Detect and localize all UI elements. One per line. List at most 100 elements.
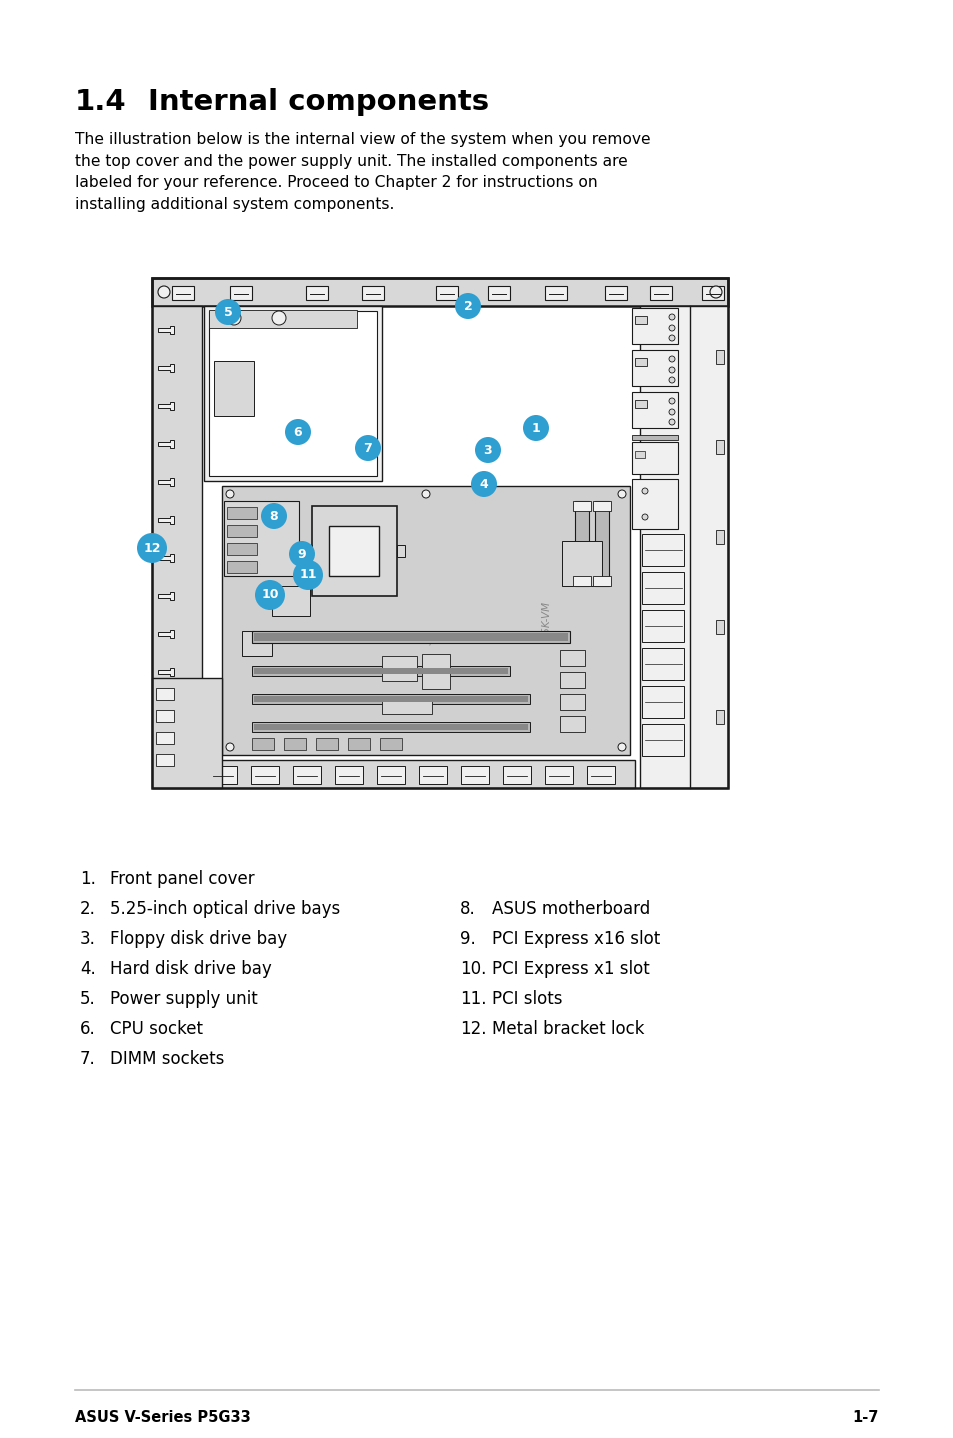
Text: Floppy disk drive bay: Floppy disk drive bay xyxy=(110,930,287,948)
Text: 1-7: 1-7 xyxy=(852,1411,878,1425)
Polygon shape xyxy=(158,706,173,715)
Circle shape xyxy=(355,436,380,462)
Circle shape xyxy=(668,357,675,362)
Bar xyxy=(152,677,222,788)
Text: 6.: 6. xyxy=(80,1020,95,1038)
Text: Internal components: Internal components xyxy=(148,88,489,116)
Text: PCI slots: PCI slots xyxy=(492,989,562,1008)
Bar xyxy=(312,506,396,595)
Bar xyxy=(631,308,678,344)
Circle shape xyxy=(226,743,233,751)
Text: CPU socket: CPU socket xyxy=(110,1020,203,1038)
Bar xyxy=(631,479,678,529)
Circle shape xyxy=(261,503,287,529)
Circle shape xyxy=(641,487,647,495)
Bar xyxy=(152,278,727,788)
Text: Hard disk drive bay: Hard disk drive bay xyxy=(110,961,272,978)
Text: 8.: 8. xyxy=(459,900,476,917)
Bar xyxy=(202,761,635,788)
Polygon shape xyxy=(158,592,173,600)
Polygon shape xyxy=(158,516,173,523)
Bar xyxy=(460,766,489,784)
Bar xyxy=(348,738,370,751)
Bar xyxy=(156,754,173,766)
Bar xyxy=(436,286,457,301)
Circle shape xyxy=(668,325,675,331)
Text: 9: 9 xyxy=(297,548,306,561)
Text: 11.: 11. xyxy=(459,989,486,1008)
Bar xyxy=(284,738,306,751)
Bar xyxy=(631,349,678,385)
Circle shape xyxy=(158,286,170,298)
Text: 5.25-inch optical drive bays: 5.25-inch optical drive bays xyxy=(110,900,340,917)
Bar xyxy=(242,631,272,656)
Bar xyxy=(593,577,610,587)
Circle shape xyxy=(285,418,311,444)
Bar xyxy=(641,723,683,756)
Bar xyxy=(379,738,401,751)
Bar xyxy=(544,286,566,301)
Bar xyxy=(376,766,405,784)
Circle shape xyxy=(289,541,314,567)
Text: 4.: 4. xyxy=(80,961,95,978)
Bar xyxy=(701,286,723,301)
Circle shape xyxy=(709,286,721,298)
Bar xyxy=(253,669,507,674)
Text: 5: 5 xyxy=(223,305,233,318)
Circle shape xyxy=(668,313,675,321)
Bar xyxy=(631,441,678,475)
Bar xyxy=(641,686,683,718)
Bar xyxy=(335,766,363,784)
Bar xyxy=(641,610,683,641)
Circle shape xyxy=(272,311,286,325)
Text: The illustration below is the internal view of the system when you remove
the to: The illustration below is the internal v… xyxy=(75,132,650,211)
Bar xyxy=(227,544,256,555)
Text: 8: 8 xyxy=(270,509,278,522)
Bar xyxy=(631,393,678,429)
Circle shape xyxy=(522,416,548,441)
Polygon shape xyxy=(158,440,173,449)
Text: 12: 12 xyxy=(143,542,161,555)
Bar xyxy=(586,766,615,784)
Circle shape xyxy=(668,335,675,341)
Bar xyxy=(272,587,310,615)
Circle shape xyxy=(475,437,500,463)
Text: ASUS V-Series P5G33: ASUS V-Series P5G33 xyxy=(75,1411,251,1425)
Circle shape xyxy=(226,490,233,498)
Text: 1.: 1. xyxy=(80,870,95,889)
Bar xyxy=(381,696,432,715)
Bar xyxy=(649,286,671,301)
Polygon shape xyxy=(158,669,173,676)
Circle shape xyxy=(293,559,323,590)
Text: 9.: 9. xyxy=(459,930,476,948)
Bar xyxy=(315,738,337,751)
Text: 2.: 2. xyxy=(80,900,95,917)
Bar xyxy=(381,656,416,682)
Bar xyxy=(595,500,608,587)
Circle shape xyxy=(214,299,241,325)
Circle shape xyxy=(641,513,647,521)
Text: 12.: 12. xyxy=(459,1020,486,1038)
Bar xyxy=(716,349,723,364)
Circle shape xyxy=(668,408,675,416)
Bar xyxy=(631,436,678,440)
Bar xyxy=(253,696,527,702)
Text: 1: 1 xyxy=(531,421,539,434)
Bar xyxy=(304,545,312,557)
Bar xyxy=(418,766,447,784)
Bar xyxy=(306,286,328,301)
Circle shape xyxy=(137,533,167,564)
Bar xyxy=(152,278,727,306)
Bar xyxy=(252,695,530,705)
Circle shape xyxy=(618,743,625,751)
Text: 6: 6 xyxy=(294,426,302,439)
Text: P5K-VM: P5K-VM xyxy=(541,601,552,638)
Text: 5.: 5. xyxy=(80,989,95,1008)
Bar xyxy=(635,358,646,367)
Circle shape xyxy=(471,472,497,498)
Text: 10: 10 xyxy=(261,588,278,601)
Bar xyxy=(561,541,601,587)
Bar xyxy=(488,286,510,301)
Bar xyxy=(559,695,584,710)
Text: Front panel cover: Front panel cover xyxy=(110,870,254,889)
